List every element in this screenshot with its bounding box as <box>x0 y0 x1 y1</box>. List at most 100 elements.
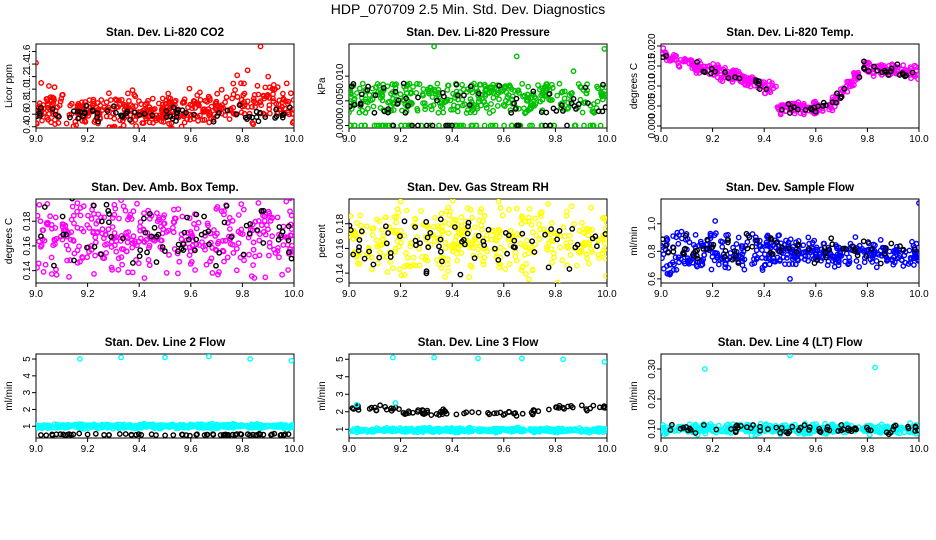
data-point <box>39 227 46 234</box>
data-point <box>511 237 518 244</box>
data-point <box>440 93 447 100</box>
data-point <box>255 200 262 206</box>
data-point <box>506 261 513 267</box>
data-point <box>505 232 512 239</box>
data-point <box>270 422 277 429</box>
y-tick-label: 0.000 <box>335 113 346 138</box>
data-point <box>172 97 179 104</box>
data-point <box>725 236 731 243</box>
data-point <box>364 429 371 435</box>
y-tick-label: 0.005 <box>647 93 658 118</box>
data-point <box>673 266 680 273</box>
data-point <box>448 242 454 249</box>
data-point <box>230 110 237 117</box>
data-point <box>129 269 136 276</box>
y-tick-label: 0.18 <box>335 214 346 234</box>
data-point <box>215 238 222 245</box>
data-point <box>99 421 105 428</box>
data-point <box>180 241 187 248</box>
data-point <box>907 254 914 261</box>
data-point <box>386 98 393 105</box>
data-point <box>356 236 363 243</box>
data-point <box>735 424 741 431</box>
data-point <box>713 426 720 433</box>
data-point <box>602 225 607 232</box>
data-point <box>572 244 579 251</box>
data-point <box>531 94 538 100</box>
data-point <box>905 423 911 430</box>
data-point <box>38 233 44 240</box>
data-point <box>773 239 780 246</box>
data-point <box>604 219 607 226</box>
data-point <box>162 100 169 107</box>
data-point <box>377 105 384 111</box>
data-point <box>468 264 475 270</box>
points <box>349 199 607 283</box>
data-point <box>439 409 446 415</box>
data-point <box>410 254 417 261</box>
data-point <box>524 237 530 244</box>
data-point <box>785 430 791 437</box>
data-point <box>174 250 181 257</box>
x-tick-label: 9.6 <box>497 444 511 455</box>
data-point <box>454 108 461 115</box>
x-tick-label: 9.0 <box>342 134 356 145</box>
data-point <box>133 256 139 263</box>
data-point <box>767 235 774 241</box>
data-point <box>502 84 508 91</box>
data-point <box>824 424 831 430</box>
data-point <box>210 431 216 437</box>
data-point <box>445 268 451 274</box>
data-point <box>770 258 776 265</box>
data-point <box>442 239 449 246</box>
data-point <box>527 122 533 128</box>
data-point <box>153 432 159 438</box>
data-point <box>214 90 221 97</box>
points <box>661 200 919 282</box>
data-point <box>136 253 143 260</box>
data-point <box>162 432 168 438</box>
data-point <box>414 80 420 87</box>
data-point <box>602 231 607 237</box>
data-point <box>49 106 56 112</box>
data-point <box>462 218 469 225</box>
data-point <box>141 275 148 281</box>
data-point <box>350 406 357 412</box>
data-point <box>358 122 365 128</box>
data-point <box>382 427 389 433</box>
panel-title: Stan. Dev. Li-820 CO2 <box>106 27 224 39</box>
data-point <box>51 262 57 269</box>
data-point <box>71 250 78 257</box>
data-point <box>739 243 746 250</box>
data-point <box>364 99 371 106</box>
data-point <box>805 245 812 252</box>
data-point <box>356 428 362 435</box>
data-point <box>452 217 459 223</box>
data-point <box>71 220 77 227</box>
data-point <box>535 82 541 89</box>
data-point <box>460 122 467 128</box>
data-point <box>233 111 240 118</box>
x-tick-label: 9.0 <box>654 289 668 300</box>
data-point <box>793 428 799 435</box>
data-point <box>664 263 670 269</box>
data-point <box>916 250 919 256</box>
data-point <box>756 86 763 93</box>
data-point <box>530 410 536 417</box>
data-point <box>783 237 789 244</box>
data-point <box>752 252 758 259</box>
data-point <box>365 83 371 90</box>
data-point <box>675 62 682 69</box>
x-tick-label: 9.2 <box>81 134 95 145</box>
data-point <box>594 243 600 250</box>
data-point <box>507 107 514 114</box>
data-point <box>749 243 756 250</box>
data-point <box>826 246 833 253</box>
data-point <box>506 206 512 213</box>
plot-frame <box>348 353 608 439</box>
data-point <box>50 100 57 107</box>
data-point <box>454 92 461 99</box>
data-point <box>812 108 819 115</box>
y-tick-label: 1.0 <box>22 82 33 96</box>
data-point <box>237 423 244 430</box>
